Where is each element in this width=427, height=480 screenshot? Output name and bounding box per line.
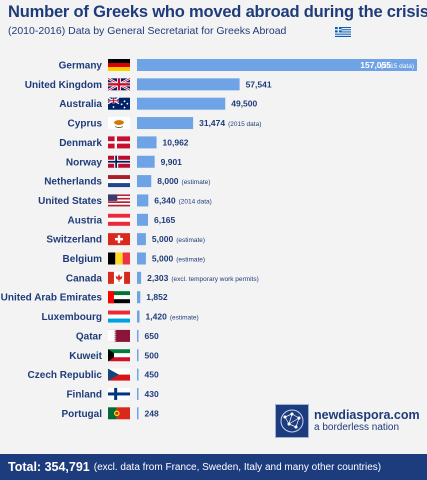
at-flag-icon xyxy=(108,213,130,226)
bar xyxy=(137,213,148,226)
value-label: 157,055 xyxy=(360,60,391,70)
chart-subtitle: (2010-2016) Data by General Secretariat … xyxy=(8,25,287,37)
note-label: (estimate) xyxy=(176,257,205,264)
greek-flag-icon xyxy=(335,27,351,37)
bar xyxy=(137,310,140,323)
kw-flag-icon xyxy=(108,349,130,362)
category-label: Finland xyxy=(66,389,102,400)
value-label: 2,303 xyxy=(147,273,169,283)
category-label: Germany xyxy=(59,61,103,72)
note-label: (estimate) xyxy=(170,315,199,322)
value-label: 6,340 xyxy=(154,195,176,205)
bar xyxy=(137,78,240,91)
bar xyxy=(137,136,157,149)
us-flag-icon xyxy=(108,194,130,207)
chart-title: Number of Greeks who moved abroad during… xyxy=(8,3,427,21)
category-label: United Kingdom xyxy=(25,80,102,91)
value-label: 5,000 xyxy=(152,254,174,264)
bar-chart: Germany 157,055(2015 data)United Kingdom 5… xyxy=(1,59,417,420)
note-label: (2015 data) xyxy=(228,121,261,128)
ch-flag-icon xyxy=(108,233,130,246)
category-label: Norway xyxy=(66,157,103,168)
bar xyxy=(137,175,152,188)
category-label: Denmark xyxy=(59,138,102,149)
au-flag-icon xyxy=(107,97,130,110)
footer-note: (excl. data from France, Sweden, Italy a… xyxy=(93,461,382,473)
value-label: 8,000 xyxy=(157,176,179,186)
bar xyxy=(137,155,155,168)
bar xyxy=(137,252,146,265)
pt-flag-icon xyxy=(108,407,130,420)
globe-network-icon xyxy=(275,404,309,438)
category-label: Australia xyxy=(59,99,102,110)
total-label: Total: 354,791 xyxy=(8,460,90,474)
category-label: Cyprus xyxy=(68,119,103,130)
nl-flag-icon xyxy=(108,175,130,188)
category-label: Kuweit xyxy=(69,351,102,362)
fi-flag-icon xyxy=(108,387,130,400)
gb-flag-icon xyxy=(107,77,131,92)
category-label: Qatar xyxy=(76,331,102,342)
bar xyxy=(137,97,226,110)
value-label: 9,901 xyxy=(161,157,183,167)
cz-flag-icon xyxy=(108,368,130,381)
ca-flag-icon xyxy=(108,271,130,284)
bar xyxy=(137,349,139,362)
brand-tagline: a borderless nation xyxy=(314,422,400,434)
category-label: Netherlands xyxy=(44,177,102,188)
lu-flag-icon xyxy=(108,310,130,323)
note-label: (estimate) xyxy=(176,237,205,244)
category-label: United States xyxy=(38,196,102,207)
value-label: 1,420 xyxy=(146,312,168,322)
value-label: 31,474 xyxy=(199,118,225,128)
category-label: Austria xyxy=(68,215,103,226)
dk-flag-icon xyxy=(108,136,130,149)
bar xyxy=(137,387,139,400)
footer-bar: Total: 354,791 (excl. data from France, … xyxy=(0,454,427,480)
value-label: 5,000 xyxy=(152,234,174,244)
value-label: 6,165 xyxy=(154,215,176,225)
note-label: (2015 data) xyxy=(381,63,414,70)
bar xyxy=(137,291,141,304)
value-label: 650 xyxy=(145,331,159,341)
note-label: (excl. temporary work permits) xyxy=(171,276,258,283)
bar xyxy=(137,329,139,342)
bar xyxy=(137,368,139,381)
cy-flag-icon xyxy=(108,117,130,130)
value-label: 1,852 xyxy=(146,292,168,302)
value-label: 500 xyxy=(145,350,159,360)
bar xyxy=(137,194,149,207)
bar xyxy=(137,233,146,246)
category-label: Portugal xyxy=(61,409,102,420)
value-label: 248 xyxy=(145,408,159,418)
de-flag-icon xyxy=(108,59,130,71)
bar xyxy=(137,59,417,71)
value-label: 57,541 xyxy=(246,79,272,89)
brand-name: newdiaspora.com xyxy=(314,408,420,423)
category-label: Luxembourg xyxy=(41,312,102,323)
note-label: (2014 data) xyxy=(179,198,212,205)
category-label: United Arab Emirates xyxy=(1,293,103,304)
brand-logo: newdiaspora.com a borderless nation xyxy=(275,404,420,438)
bar xyxy=(137,407,139,420)
bar xyxy=(137,271,142,284)
category-label: Switzerland xyxy=(46,235,102,246)
no-flag-icon xyxy=(108,155,130,168)
category-label: Belgium xyxy=(63,254,103,265)
value-label: 450 xyxy=(145,370,159,380)
category-label: Canada xyxy=(66,273,103,284)
category-label: Czech Republic xyxy=(28,370,103,381)
value-label: 10,962 xyxy=(163,137,189,147)
value-label: 49,500 xyxy=(231,99,257,109)
be-flag-icon xyxy=(108,252,130,265)
value-label: 430 xyxy=(145,389,159,399)
qa-flag-icon xyxy=(108,329,130,342)
bar xyxy=(137,117,194,130)
ae-flag-icon xyxy=(108,291,130,304)
note-label: (estimate) xyxy=(182,179,211,186)
